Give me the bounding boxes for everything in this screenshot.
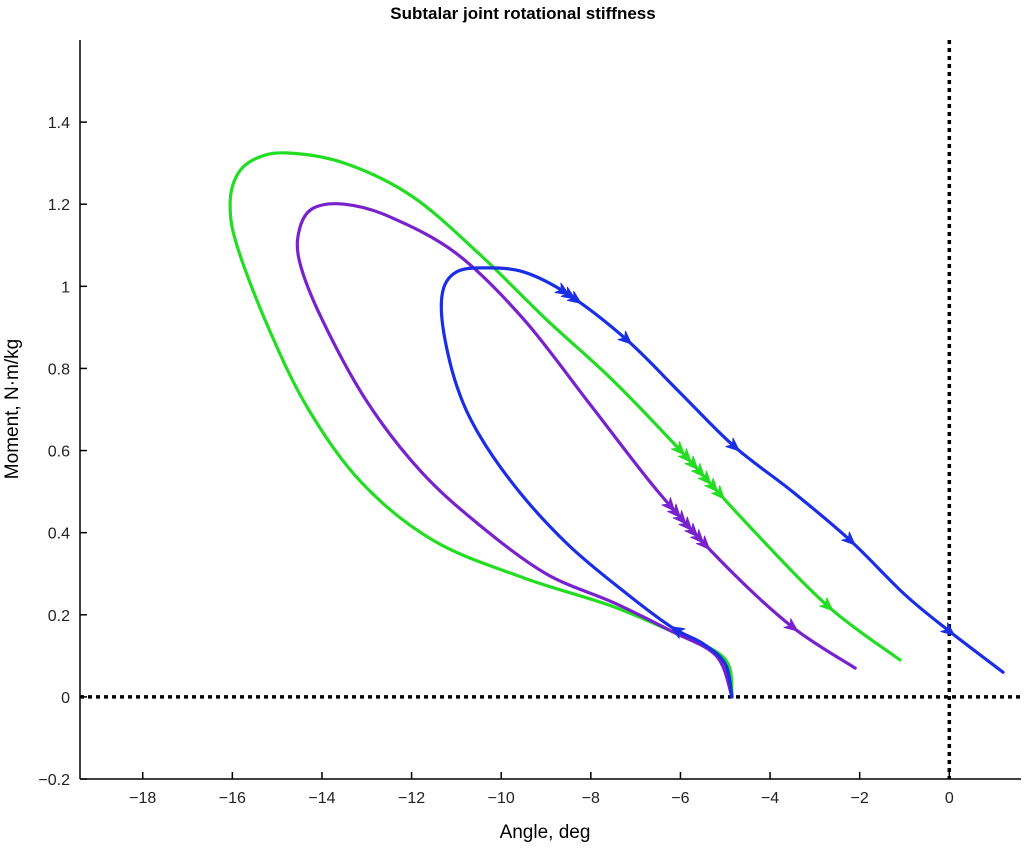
reference-lines [80,40,1021,779]
direction-arrow [566,290,582,304]
x-tick-label: 0 [945,790,954,807]
direction-arrow [684,455,699,470]
direction-arrow [704,477,719,493]
y-tick-label: 0.4 [48,526,70,543]
y-tick-label: 0.6 [48,444,70,461]
y-tick-label: −0.2 [38,772,70,789]
direction-arrow [678,516,693,531]
direction-arrow [554,282,570,296]
direction-arrow [677,448,692,463]
series-line-2 [295,202,857,699]
x-tick-label: −16 [219,790,246,807]
direction-arrow [661,497,676,512]
direction-arrow [691,463,705,478]
direction-arrow [697,470,712,485]
series-line-3 [439,266,1005,699]
x-tick-label: −2 [851,790,869,807]
direction-arrow [667,503,681,519]
direction-arrow [672,510,687,525]
direction-arrow [711,485,725,500]
direction-arrow [670,626,686,639]
y-axis-label: Moment, N·m/kg [2,339,23,479]
direction-arrow [560,286,576,300]
direction-arrow [617,330,633,345]
direction-arrow [690,529,705,544]
x-tick-label: −10 [488,790,515,807]
x-tick-label: −12 [398,790,425,807]
y-tick-label: 0 [61,690,70,707]
axes: −18 −16 −14 −12 −10 −8 −6 −4 −2 0 −0.2 0 0.2 0.4 0.6 0.… [38,40,1021,807]
series-line-1 [228,151,902,699]
x-tick-label: −8 [582,790,600,807]
x-tick-label: −4 [761,790,779,807]
direction-arrow [818,597,834,612]
direction-arrow [725,437,740,452]
direction-arrow [940,622,955,636]
y-tick-label: 1.4 [48,115,70,132]
x-tick-label: −6 [671,790,689,807]
chart-title: Subtalar joint rotational stiffness [390,4,655,23]
y-tick-label: 1 [61,279,70,296]
series-group [228,151,1005,699]
direction-arrow [841,531,856,546]
y-tick-label: 0.8 [48,361,70,378]
direction-arrow [696,535,710,550]
direction-arrow [783,618,799,632]
x-tick-label: −14 [308,790,335,807]
y-tick-label: 0.2 [48,608,70,625]
x-tick-label: −18 [129,790,156,807]
y-tick-label: 1.2 [48,197,70,214]
x-axis-label: Angle, deg [500,822,591,843]
direction-arrow [671,441,685,456]
direction-arrow [684,522,699,538]
